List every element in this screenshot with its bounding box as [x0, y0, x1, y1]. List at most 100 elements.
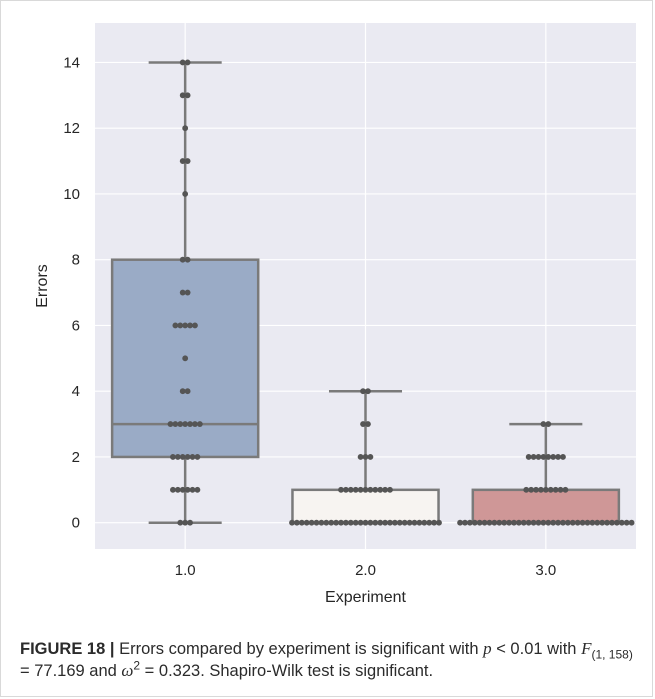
data-point [560, 519, 566, 526]
data-point [192, 421, 198, 427]
y-tick-label: 2 [72, 449, 80, 466]
data-point [194, 486, 201, 493]
data-point [365, 388, 371, 395]
data-point [540, 454, 547, 460]
data-point [343, 519, 349, 526]
data-point [550, 454, 557, 460]
data-point [579, 519, 586, 526]
data-point [540, 421, 547, 427]
box-plot-chart: 0 2 4 6 8 10 12 14 1.0 2.0 3.0 Errors Experiment [34, 23, 636, 606]
data-point [476, 519, 483, 526]
data-point [196, 421, 203, 427]
data-point [496, 519, 503, 526]
data-point [177, 519, 184, 526]
data-point [382, 519, 388, 526]
data-point [545, 519, 552, 526]
data-point [486, 519, 493, 526]
data-point [506, 519, 512, 526]
data-point [184, 59, 191, 66]
data-point [436, 519, 442, 526]
data-point [377, 486, 384, 493]
data-point [184, 454, 191, 460]
y-axis-label: Errors [34, 264, 51, 308]
data-point [333, 519, 339, 526]
data-point [372, 519, 379, 526]
data-point [313, 519, 320, 526]
data-point [323, 519, 330, 526]
data-point [347, 486, 354, 493]
data-point [170, 454, 176, 460]
data-point [182, 322, 189, 329]
data-point [530, 519, 537, 526]
data-point [372, 486, 379, 493]
data-point [387, 519, 393, 526]
data-point [362, 486, 369, 493]
data-point [187, 322, 193, 329]
data-point [184, 158, 191, 164]
y-tick-label: 6 [72, 317, 80, 334]
x-axis-label: Experiment [325, 589, 406, 606]
data-point [547, 486, 554, 493]
data-point [545, 454, 552, 460]
data-point [184, 388, 191, 395]
data-point [184, 486, 191, 493]
data-point [179, 454, 186, 460]
data-point [328, 519, 335, 526]
x-tick-label: 3.0 [535, 562, 556, 579]
data-point [457, 519, 463, 526]
data-point [628, 519, 635, 526]
data-point [182, 519, 189, 526]
data-point [525, 519, 532, 526]
data-point [530, 454, 537, 460]
data-point [555, 519, 561, 526]
data-point [431, 519, 437, 526]
data-point [552, 486, 559, 493]
data-point [569, 519, 576, 526]
data-point [347, 519, 354, 526]
data-point [179, 92, 186, 99]
data-point [604, 519, 610, 526]
data-point [545, 421, 552, 427]
caption-label: FIGURE 18 | [20, 640, 115, 658]
data-point [562, 486, 569, 493]
data-point [174, 486, 181, 493]
figure-caption: FIGURE 18 | Errors compared by experimen… [20, 638, 640, 682]
caption-text-4: = 0.323. Shapiro-Wilk test is significan… [140, 662, 434, 680]
data-point [357, 486, 364, 493]
data-point [613, 519, 620, 526]
data-point [357, 519, 364, 526]
data-point [540, 519, 547, 526]
data-point [538, 486, 544, 493]
x-tick-label: 1.0 [175, 562, 196, 579]
data-point [177, 322, 184, 329]
data-point [599, 519, 606, 526]
data-point [367, 486, 374, 493]
data-point [182, 191, 189, 197]
y-tick-label: 12 [63, 120, 80, 137]
data-point [365, 421, 371, 427]
data-point [584, 519, 591, 526]
data-point [298, 519, 305, 526]
data-point [609, 519, 615, 526]
data-point [618, 519, 625, 526]
data-point [421, 519, 428, 526]
x-tick-label: 2.0 [355, 562, 376, 579]
y-tick-label: 0 [72, 515, 80, 532]
data-point [557, 486, 564, 493]
y-tick-labels: 0 2 4 6 8 10 12 14 [63, 54, 80, 531]
data-point [194, 454, 201, 460]
data-point [594, 519, 601, 526]
data-point [406, 519, 413, 526]
data-point [343, 486, 349, 493]
data-point [525, 454, 532, 460]
data-point [179, 486, 186, 493]
y-tick-label: 4 [72, 383, 80, 400]
data-point [184, 92, 191, 99]
data-point [174, 454, 181, 460]
data-point [396, 519, 403, 526]
data-point [401, 519, 408, 526]
data-point [187, 421, 193, 427]
data-point [182, 125, 189, 132]
data-point [491, 519, 498, 526]
data-point [187, 519, 193, 526]
